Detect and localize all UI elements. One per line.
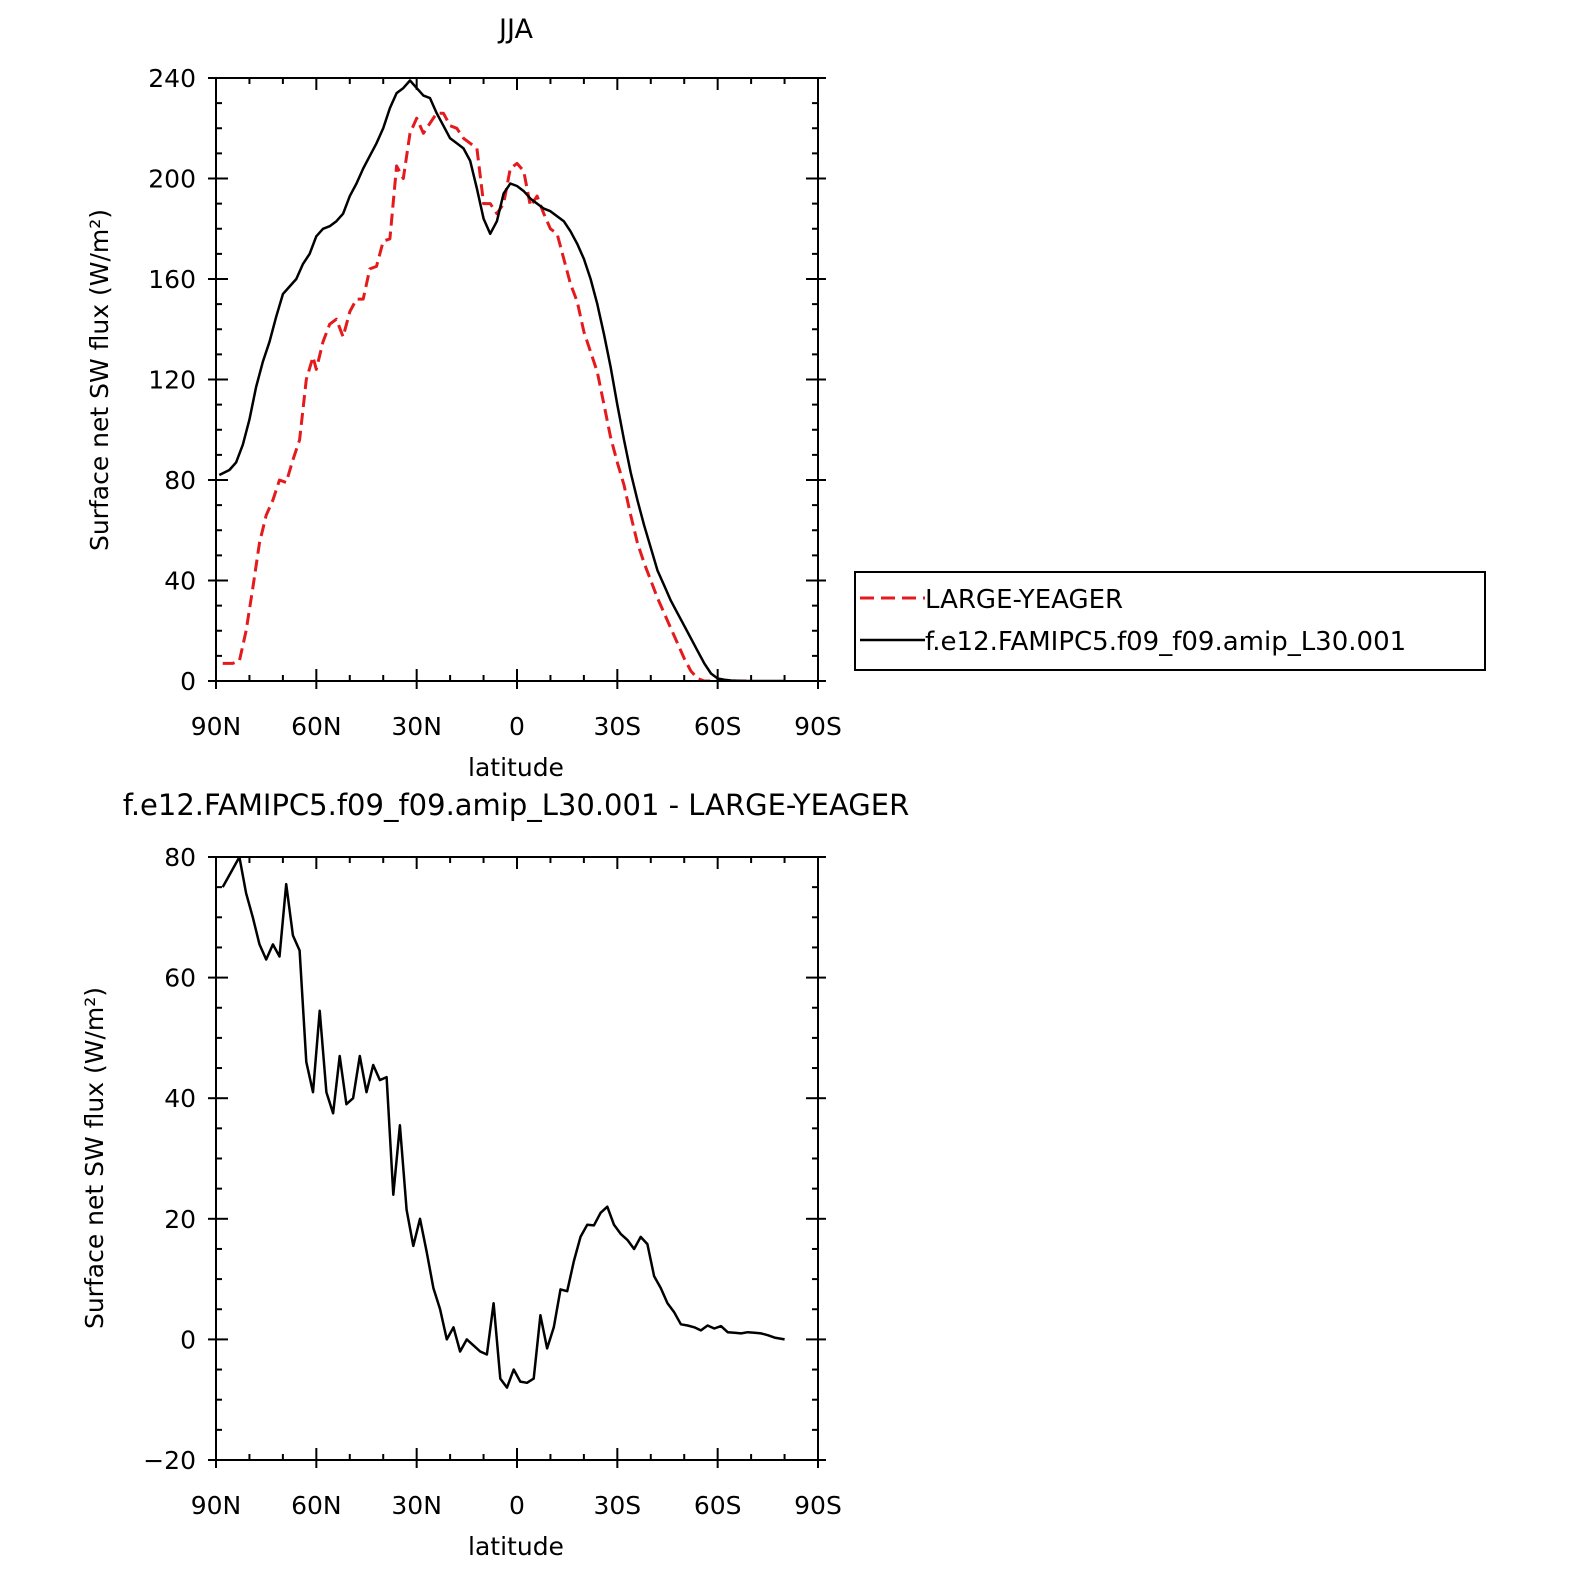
top-series-line-2 [218,79,785,681]
bottom-y-tick-label: 80 [164,843,196,872]
top-x-tick-label: 0 [509,712,525,741]
bottom-panel: f.e12.FAMIPC5.f09_f09.amip_L30.001 - LAR… [80,788,909,1561]
bottom-x-tick-label: 90N [191,1491,242,1520]
top-y-axis-label: Surface net SW flux (W/m²) [85,209,114,551]
top-x-tick-label: 90S [794,712,842,741]
bottom-chart-title: f.e12.FAMIPC5.f09_f09.amip_L30.001 - LAR… [123,788,910,822]
bottom-plot-area: 90N 60N 30N 0 30S 60S 90S −20 0 20 40 60 80 [143,843,842,1520]
top-panel: JJA 90N 60N 30N 0 30S 60S 90S 0 40 80 120 160 200 240… [85,14,1486,782]
bottom-y-tick-label: 40 [164,1084,196,1113]
bottom-y-tick-label: 60 [164,964,196,993]
top-series-line-1 [222,111,752,681]
top-chart-title: JJA [497,14,533,45]
top-plot-area: 90N 60N 30N 0 30S 60S 90S 0 40 80 120 160 200 240 [148,64,842,741]
bottom-y-tick-label: −20 [143,1446,196,1475]
top-ticks-group: 90N 60N 30N 0 30S 60S 90S 0 40 80 120 160 200 240 [148,64,842,741]
top-y-tick-label: 80 [164,466,196,495]
top-x-axis-label: latitude [468,753,564,782]
bottom-y-tick-label: 20 [164,1205,196,1234]
top-y-tick-label: 200 [148,165,196,194]
legend: LARGE-YEAGER f.e12.FAMIPC5.f09_f09.amip_… [854,571,1486,671]
bottom-series-group [221,857,785,1389]
top-x-tick-label: 90N [191,712,242,741]
top-y-tick-label: 240 [148,64,196,93]
legend-box [854,571,1486,671]
top-x-tick-label: 30S [593,712,641,741]
top-x-tick-label: 60N [291,712,342,741]
top-y-tick-label: 160 [148,265,196,294]
bottom-x-tick-label: 0 [509,1491,525,1520]
legend-label-large-yeager: LARGE-YEAGER [925,585,1123,615]
bottom-series-line-1 [221,857,785,1389]
bottom-y-tick-label: 0 [180,1325,196,1354]
bottom-ticks-group: 90N 60N 30N 0 30S 60S 90S −20 0 20 40 60 80 [143,843,842,1520]
top-series-group [218,79,785,681]
top-y-tick-label: 120 [148,366,196,395]
bottom-x-tick-label: 30S [593,1491,641,1520]
top-y-tick-label: 0 [180,667,196,696]
bottom-x-axis-label: latitude [468,1532,564,1561]
legend-label-model: f.e12.FAMIPC5.f09_f09.amip_L30.001 [925,627,1406,657]
top-x-tick-label: 60S [694,712,742,741]
bottom-x-tick-label: 60N [291,1491,342,1520]
bottom-x-tick-label: 90S [794,1491,842,1520]
top-y-tick-label: 40 [164,567,196,596]
bottom-x-tick-label: 30N [391,1491,442,1520]
bottom-y-axis-label: Surface net SW flux (W/m²) [80,987,109,1329]
bottom-x-tick-label: 60S [694,1491,742,1520]
top-x-tick-label: 30N [391,712,442,741]
